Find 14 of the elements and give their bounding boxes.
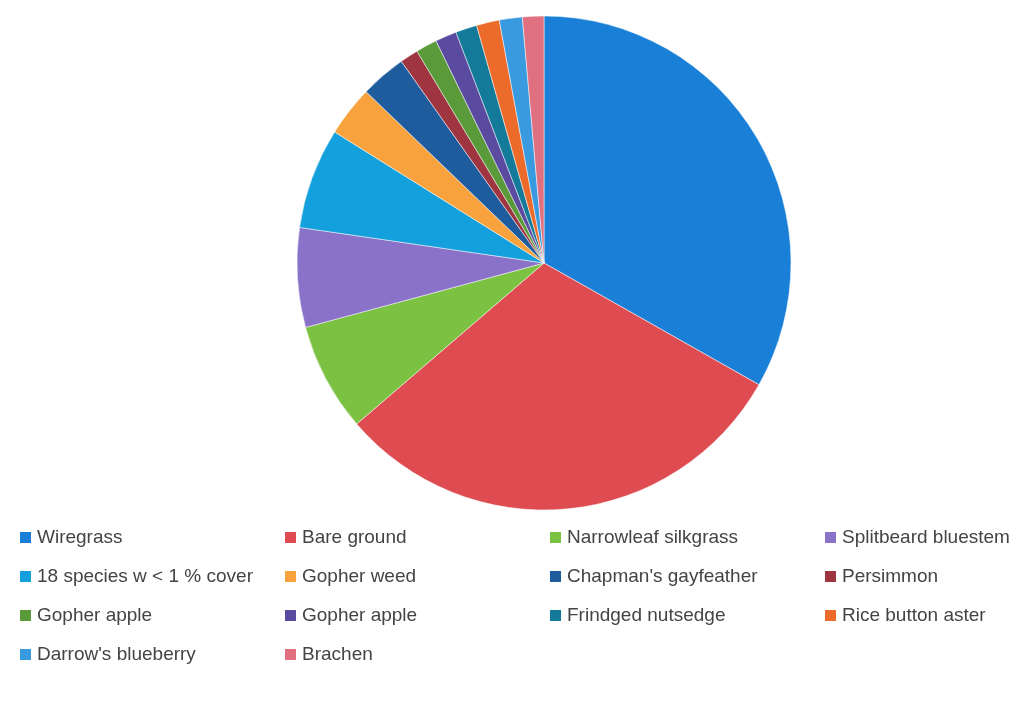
legend-label: Bare ground bbox=[302, 526, 407, 548]
legend-label: Rice button aster bbox=[842, 604, 986, 626]
legend-label: 18 species w < 1 % cover bbox=[37, 565, 253, 587]
legend-label: Gopher apple bbox=[37, 604, 153, 626]
legend-label: Gopher weed bbox=[302, 565, 417, 587]
legend-label: Gopher apple bbox=[302, 604, 418, 626]
legend-label: Splitbeard bluestem bbox=[842, 526, 1010, 548]
legend-label: Darrow's blueberry bbox=[37, 643, 196, 665]
legend-label: Brachen bbox=[302, 643, 373, 665]
legend-label: Persimmon bbox=[842, 565, 939, 587]
legend-label: Frindged nutsedge bbox=[567, 604, 726, 626]
legend-label: Chapman's gayfeather bbox=[567, 565, 758, 587]
legend-label: Narrowleaf silkgrass bbox=[567, 526, 739, 548]
legend-label: Wiregrass bbox=[37, 526, 123, 548]
